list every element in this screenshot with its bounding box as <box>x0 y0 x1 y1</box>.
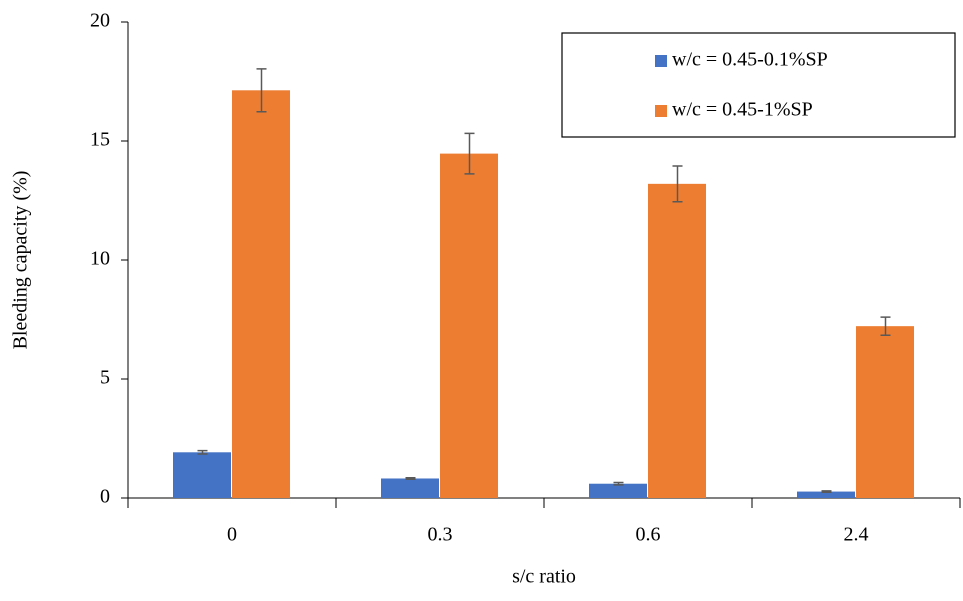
bar <box>440 153 498 498</box>
bar <box>648 183 706 498</box>
legend-swatch <box>655 105 667 117</box>
error-bar <box>405 477 416 480</box>
error-bar <box>613 481 624 486</box>
error-bar <box>880 316 891 336</box>
bar <box>381 478 439 498</box>
error-bar <box>256 68 267 113</box>
bar <box>173 452 231 498</box>
error-bar <box>821 490 832 494</box>
legend-box <box>561 32 956 138</box>
y-tick-label: 15 <box>90 129 110 151</box>
x-tick-label: 0 <box>227 524 237 546</box>
legend-swatch <box>655 55 667 67</box>
error-bar <box>197 449 208 455</box>
bar <box>856 326 914 498</box>
legend-label: w/c = 0.45-1%SP <box>672 99 813 121</box>
error-bar <box>464 132 475 175</box>
x-tick-label: 0.3 <box>428 524 453 546</box>
bar <box>589 483 647 498</box>
legend-label: w/c = 0.45-0.1%SP <box>672 49 828 71</box>
error-bar <box>672 165 683 203</box>
x-tick-label: 0.6 <box>636 524 661 546</box>
x-tick-label: 2.4 <box>844 524 869 546</box>
x-axis-label: s/c ratio <box>512 566 576 588</box>
y-tick-label: 20 <box>90 10 110 32</box>
y-tick-label: 10 <box>90 248 110 270</box>
y-tick-label: 5 <box>100 367 110 389</box>
bar <box>232 90 290 498</box>
y-tick-label: 0 <box>100 486 110 508</box>
bar <box>797 491 855 498</box>
y-axis-label: Bleeding capacity (%) <box>10 171 32 350</box>
